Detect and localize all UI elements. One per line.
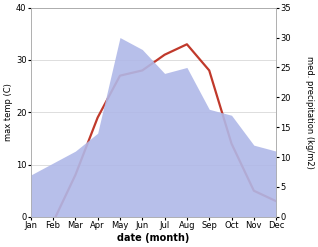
Y-axis label: med. precipitation (kg/m2): med. precipitation (kg/m2) [305, 56, 314, 169]
Y-axis label: max temp (C): max temp (C) [4, 83, 13, 141]
X-axis label: date (month): date (month) [117, 233, 190, 243]
